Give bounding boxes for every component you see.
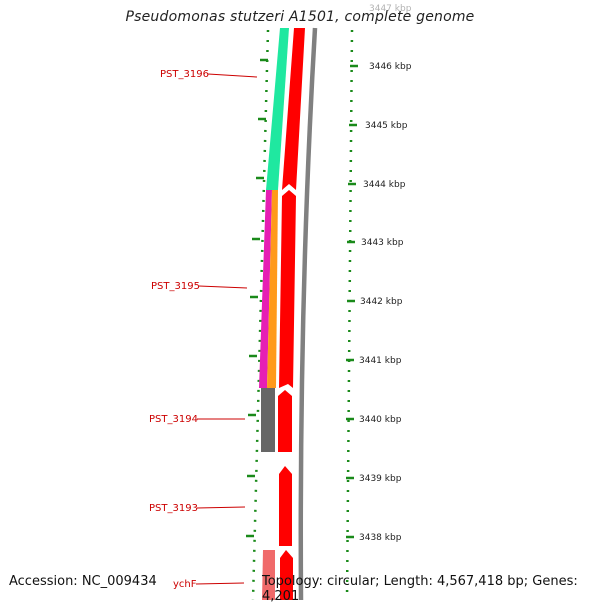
gene-pst3195-cog-block-orange[interactable] xyxy=(267,190,278,388)
gene-pst3193-arrow[interactable] xyxy=(279,466,292,546)
outer-major-ticks xyxy=(346,64,358,539)
gene-label-leaders xyxy=(195,73,258,585)
kbp-label-3440: 3440 kbp xyxy=(359,415,402,425)
accession-label: Accession: NC_009434 xyxy=(9,574,157,589)
gene-ychf-cog-block[interactable] xyxy=(262,550,275,600)
kbp-label-3444: 3444 kbp xyxy=(363,180,406,190)
backbone-ring xyxy=(298,27,318,600)
kbp-label-3443: 3443 kbp xyxy=(361,238,404,248)
gene-pst3196-arrow[interactable] xyxy=(282,28,305,190)
map-title: Pseudomonas stutzeri A1501, complete gen… xyxy=(125,9,475,25)
gene-label-pst3196[interactable]: PST_3196 xyxy=(160,69,209,80)
outer-dotted-ring xyxy=(345,29,354,600)
gene-pst3194-arrow[interactable] xyxy=(278,390,292,452)
gene-pst3195-cog-block-magenta[interactable] xyxy=(259,190,272,388)
gene-pst3194-cog-block[interactable] xyxy=(261,388,275,452)
kbp-label-3447: 3447 kbp xyxy=(369,4,412,14)
gene-pst3196-cog-block[interactable] xyxy=(266,28,289,190)
kbp-label-3446: 3446 kbp xyxy=(369,62,412,72)
kbp-label-3442: 3442 kbp xyxy=(360,297,403,307)
gene-label-pst3193[interactable]: PST_3193 xyxy=(149,503,198,514)
kbp-label-3439: 3439 kbp xyxy=(359,474,402,484)
gene-label-pst3195[interactable]: PST_3195 xyxy=(151,281,200,292)
gene-label-pst3194[interactable]: PST_3194 xyxy=(149,414,198,425)
gene-ychf-arrow[interactable] xyxy=(280,550,293,600)
inner-major-ticks xyxy=(246,58,268,538)
gene-label-ychf[interactable]: ychF xyxy=(173,579,197,590)
kbp-label-3441: 3441 kbp xyxy=(359,356,402,366)
kbp-label-3438: 3438 kbp xyxy=(359,533,402,543)
gene-pst3195-arrow[interactable] xyxy=(279,190,296,388)
kbp-label-3445: 3445 kbp xyxy=(365,121,408,131)
